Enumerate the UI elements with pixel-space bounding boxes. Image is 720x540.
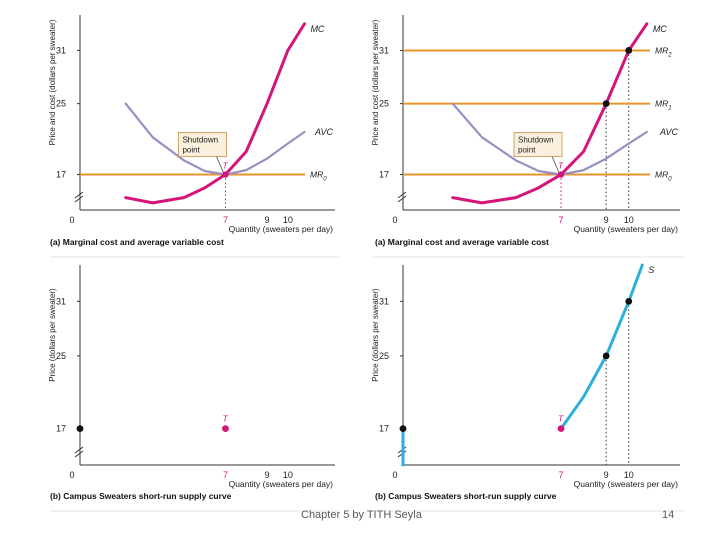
axis-break bbox=[397, 191, 407, 203]
point-label: T bbox=[222, 414, 228, 424]
y-tick-label: 25 bbox=[379, 99, 389, 109]
x-tick-label: 7 bbox=[559, 470, 564, 480]
series-mc bbox=[124, 22, 306, 205]
origin-label: 0 bbox=[69, 470, 74, 480]
y-tick-label: 17 bbox=[379, 424, 389, 434]
data-point bbox=[399, 425, 407, 433]
mr-label: MR0 bbox=[310, 170, 327, 183]
y-tick-label: 25 bbox=[56, 351, 66, 361]
series-label: S bbox=[648, 265, 654, 275]
x-tick-label: 10 bbox=[283, 215, 293, 225]
y-tick-label: 31 bbox=[379, 296, 389, 306]
x-tick-label: 7 bbox=[559, 215, 564, 225]
y-tick-label: 17 bbox=[56, 424, 66, 434]
chart-caption: (b) Campus Sweaters short-run supply cur… bbox=[50, 491, 232, 501]
x-tick-label: 10 bbox=[624, 215, 634, 225]
page-number: 14 bbox=[662, 509, 675, 521]
chart-a-right: Price and cost (dollars per sweater) 17 25… bbox=[371, 15, 685, 258]
chart-b-left: Price (dollars per sweater) 17 25 31 7 9 10 0 Qu… bbox=[48, 265, 340, 512]
point-label: T bbox=[558, 414, 564, 424]
series-label: AVC bbox=[314, 127, 334, 137]
x-tick-label: 7 bbox=[223, 470, 228, 480]
shutdown-box bbox=[513, 132, 563, 158]
y-tick-label: 17 bbox=[379, 170, 389, 180]
x-tick-label: 10 bbox=[624, 470, 634, 480]
shutdown-box bbox=[177, 132, 227, 158]
chart-caption: (b) Campus Sweaters short-run supply cur… bbox=[375, 491, 557, 501]
data-point bbox=[625, 47, 633, 54]
shutdown-point-label: T bbox=[222, 161, 228, 171]
y-axis-label: Price (dollars per sweater) bbox=[371, 288, 380, 382]
y-axis-label: Price and cost (dollars per sweater) bbox=[371, 19, 380, 145]
series-s bbox=[559, 263, 644, 431]
mr-label: MR2 bbox=[655, 45, 672, 58]
data-point bbox=[76, 425, 84, 433]
shutdown-point-label: T bbox=[558, 161, 564, 171]
chart-a-left: Price and cost (dollars per sweater) 17 25… bbox=[48, 15, 340, 258]
series-label: MC bbox=[653, 24, 667, 34]
x-tick-label: 9 bbox=[604, 470, 609, 480]
shutdown-label: point bbox=[518, 146, 536, 155]
y-tick-label: 31 bbox=[56, 45, 66, 55]
chart-b-right: Price (dollars per sweater) 17 25 31 7 9 10 0 Qu… bbox=[371, 263, 685, 512]
y-tick-label: 17 bbox=[56, 170, 66, 180]
x-tick-label: 9 bbox=[265, 215, 270, 225]
x-axis-label: Quantity (sweaters per day) bbox=[229, 479, 334, 489]
shutdown-point bbox=[222, 171, 229, 178]
series-label: MC bbox=[310, 24, 324, 34]
x-tick-label: 7 bbox=[223, 215, 228, 225]
x-tick-label: 9 bbox=[265, 470, 270, 480]
shutdown-pointer bbox=[551, 156, 560, 173]
shutdown-point bbox=[557, 171, 565, 178]
origin-label: 0 bbox=[69, 215, 74, 225]
mr-label: MR1 bbox=[655, 99, 672, 112]
data-point bbox=[602, 352, 610, 360]
y-tick-label: 25 bbox=[379, 351, 389, 361]
origin-label: 0 bbox=[392, 470, 397, 480]
chart-caption: (a) Marginal cost and average variable c… bbox=[50, 237, 224, 247]
point-t bbox=[222, 425, 229, 433]
shutdown-label: Shutdown bbox=[182, 136, 218, 145]
shutdown-label: Shutdown bbox=[518, 136, 554, 145]
axis-break bbox=[74, 446, 84, 458]
chart-caption: (a) Marginal cost and average variable c… bbox=[375, 237, 549, 247]
footer-title: Chapter 5 by TITH Seyla bbox=[301, 509, 422, 521]
y-axis-label: Price (dollars per sweater) bbox=[48, 288, 57, 382]
axis-break bbox=[74, 191, 84, 203]
point-t bbox=[557, 425, 565, 433]
y-axis-label: Price and cost (dollars per sweater) bbox=[48, 19, 57, 145]
x-tick-label: 9 bbox=[604, 215, 609, 225]
series-label: AVC bbox=[659, 127, 679, 137]
x-axis-label: Quantity (sweaters per day) bbox=[574, 479, 679, 489]
data-point bbox=[602, 100, 610, 108]
data-point bbox=[625, 297, 633, 305]
x-tick-label: 10 bbox=[283, 470, 293, 480]
origin-label: 0 bbox=[392, 215, 397, 225]
x-axis-label: Quantity (sweaters per day) bbox=[574, 224, 679, 234]
y-tick-label: 31 bbox=[379, 45, 389, 55]
shutdown-pointer bbox=[216, 156, 224, 173]
shutdown-label: point bbox=[182, 146, 200, 155]
x-axis-label: Quantity (sweaters per day) bbox=[229, 224, 334, 234]
y-tick-label: 31 bbox=[56, 296, 66, 306]
y-tick-label: 25 bbox=[56, 99, 66, 109]
mr-label: MR0 bbox=[655, 170, 672, 183]
